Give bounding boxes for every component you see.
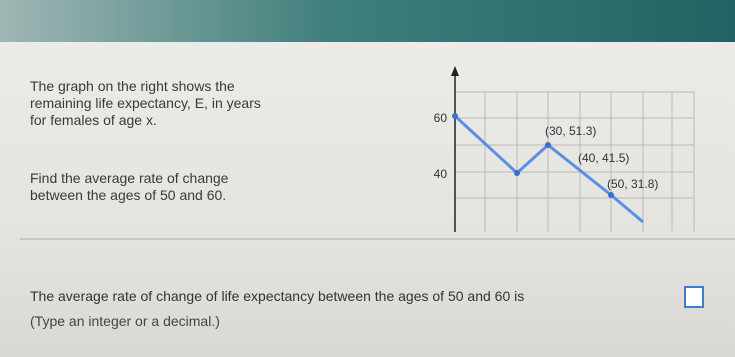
header-banner [0,0,735,42]
question-panel [0,42,735,357]
graph-point [545,142,551,148]
task-text: Find the average rate of change between … [30,170,228,204]
graph-grid [455,91,695,232]
answer-prompt: The average rate of change of life expec… [30,288,525,304]
point-label: (50, 31.8) [607,177,658,191]
graph-point [452,113,458,119]
y-tick-label: 60 [434,111,448,125]
y-tick-label: 40 [434,167,448,181]
question-line: remaining life expectancy, E, in years [30,95,261,111]
point-label: (30, 51.3) [545,124,596,138]
task-line: between the ages of 50 and 60. [30,187,227,203]
answer-input[interactable] [684,286,704,308]
y-axis-arrow [451,66,459,76]
question-line: The graph on the right shows the [30,78,235,94]
graph-point [514,170,520,176]
question-line: for females of age x. [30,112,157,128]
graph-point [608,192,614,198]
point-label: (40, 41.5) [578,151,629,165]
task-line: Find the average rate of change [30,170,229,186]
divider [20,238,735,240]
answer-hint: (Type an integer or a decimal.) [30,313,220,329]
question-text: The graph on the right shows the remaini… [30,78,261,129]
